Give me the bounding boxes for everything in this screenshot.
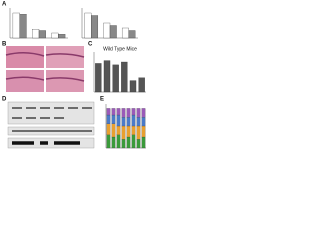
panel-label: E [100,97,104,103]
histology-image [6,70,44,92]
bar-segment [136,117,141,127]
panel-label: A [2,2,7,8]
bar-segment [136,108,141,118]
bar [95,63,102,93]
bar-segment [116,134,121,149]
bar-segment [126,136,131,149]
figure: A B C D E Wild Type Mice [2,2,146,149]
bar-segment [126,125,131,138]
tissue-layer [5,52,85,82]
bar [38,30,46,39]
blot [7,137,95,149]
bar-segment [131,134,136,149]
bar-segment [111,108,116,116]
bar-segment [126,117,131,127]
bar [103,60,111,93]
histology-image [6,46,44,68]
bar [121,61,128,93]
bar-segment [121,108,126,118]
bar-segment [121,117,126,127]
bar-segment [121,139,126,149]
bar-segment [106,134,111,149]
bar-segment [121,125,126,140]
panel-label: D [2,97,7,103]
bar [109,25,117,39]
histology-image [46,70,84,92]
histology [5,46,85,92]
bar-segment [106,114,111,124]
panel-label: B [2,42,7,48]
bar [58,34,66,39]
bar-segment [116,125,121,135]
bar [121,27,129,39]
bar-segment [111,123,116,138]
bar [103,22,111,39]
blot [7,101,95,125]
band [12,107,92,132]
bar [91,15,99,39]
bar-segment [141,125,146,138]
bar [112,64,119,93]
bar-segment [126,108,131,118]
bar [129,80,137,93]
bar-segment [131,125,136,135]
bar [12,12,20,39]
bar-segment [106,123,111,135]
western-blot [7,101,95,149]
bar [84,12,92,39]
bar-segment [141,108,146,118]
bar [138,77,145,93]
bar [128,30,136,39]
panel-label: C [88,42,93,48]
bar-segment [111,114,116,124]
bar-segment [131,114,136,127]
bar-segment [136,125,141,140]
bar-segment [111,136,116,149]
bar-segment [106,108,111,116]
bar-segment [141,136,146,149]
bar [51,32,59,39]
bar-segment [116,114,121,127]
bar-segment [131,108,136,116]
chart-title: Wild Type Mice [103,46,137,52]
bar [19,14,27,39]
bar-segment [116,108,121,116]
bar [32,29,40,39]
bar-segment [136,139,141,149]
histology-image [46,46,84,68]
bar-segment [141,117,146,127]
